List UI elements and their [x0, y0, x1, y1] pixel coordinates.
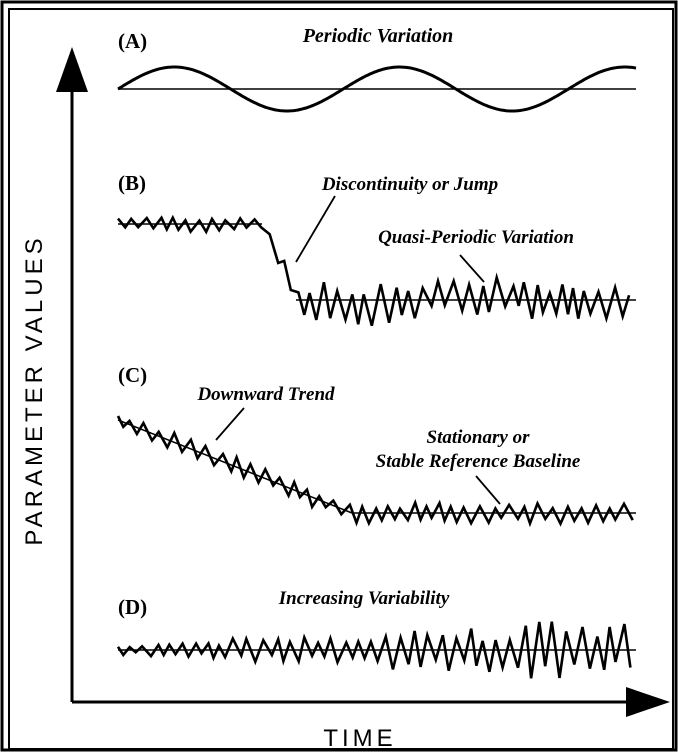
y-axis-label: PARAMETER VALUES	[21, 234, 48, 545]
panel-a-label: (A)	[118, 29, 147, 53]
panel-b-jump-pointer	[295, 195, 336, 263]
y-axis-arrow	[56, 47, 88, 92]
panel-b-quasi-pointer	[459, 254, 485, 283]
panel-a-title: Periodic Variation	[302, 25, 454, 47]
panel-b-annotation-jump: Discontinuity or Jump	[321, 174, 498, 195]
panel-b: (B) Discontinuity or Jump Quasi-Periodic…	[116, 171, 636, 327]
panel-a: (A) Periodic Variation	[117, 25, 637, 113]
panel-c-label: (C)	[118, 363, 147, 387]
x-axis-label: TIME	[323, 725, 396, 752]
panel-c-annotation-stationary-2: Stable Reference Baseline	[376, 451, 581, 472]
panel-c-series	[116, 415, 634, 528]
panel-b-annotation-quasi: Quasi-Periodic Variation	[378, 227, 574, 248]
inner-frame	[8, 8, 674, 750]
panel-c: (C) Downward Trend Stationary or Stable …	[116, 363, 636, 528]
panel-b-series	[116, 214, 631, 327]
panel-b-label: (B)	[118, 171, 146, 195]
panel-d-series	[116, 621, 632, 679]
panel-d: (D) Increasing Variability	[116, 588, 636, 679]
panel-c-trend-pointer	[215, 407, 245, 441]
panel-c-stationary-pointer	[475, 475, 501, 505]
panel-c-annotation-stationary-1: Stationary or	[427, 427, 531, 448]
panel-c-annotation-trend: Downward Trend	[196, 384, 335, 405]
x-axis-arrow	[626, 687, 670, 717]
panel-d-title: Increasing Variability	[278, 588, 450, 609]
panel-a-series	[117, 65, 637, 113]
panel-d-label: (D)	[118, 595, 147, 619]
